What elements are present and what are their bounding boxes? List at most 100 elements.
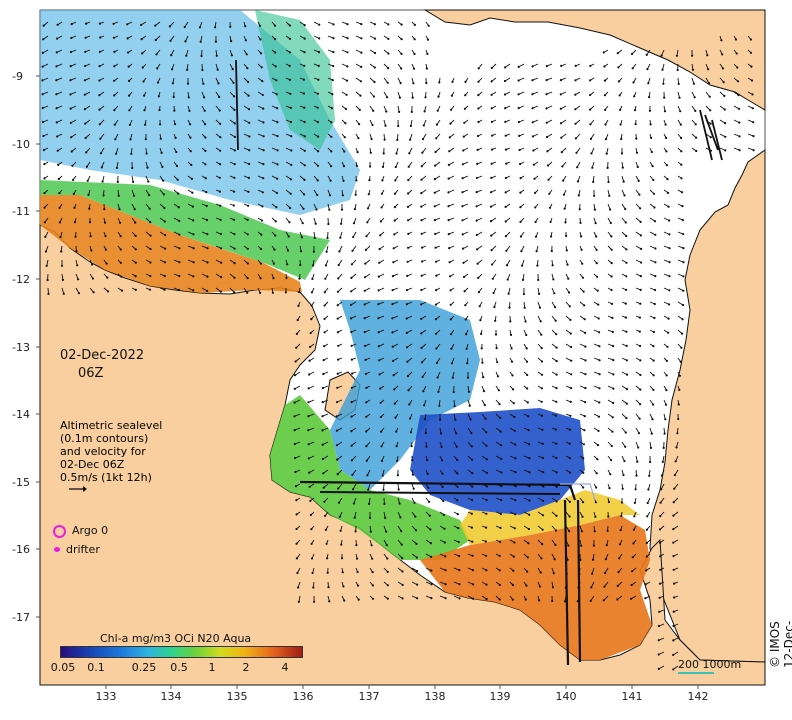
velocity-arrow-head bbox=[555, 529, 557, 531]
velocity-arrow-head bbox=[232, 68, 234, 70]
velocity-arrow-head bbox=[248, 95, 250, 97]
velocity-arrow-head bbox=[514, 499, 516, 501]
velocity-arrow-head bbox=[396, 460, 398, 462]
velocity-arrow-head bbox=[548, 179, 550, 181]
velocity-arrow-head bbox=[536, 265, 538, 267]
velocity-arrow-head bbox=[324, 291, 326, 293]
velocity-arrow-head bbox=[532, 135, 534, 137]
velocity-arrow-head bbox=[619, 109, 621, 111]
velocity-arrow-head bbox=[555, 320, 557, 322]
velocity-arrow-head bbox=[425, 446, 427, 448]
velocity-arrow-head bbox=[308, 373, 310, 375]
velocity-arrow-head bbox=[400, 67, 402, 69]
velocity-arrow-head bbox=[149, 289, 151, 291]
velocity-arrow-head bbox=[323, 345, 325, 347]
velocity-arrow-head bbox=[449, 275, 451, 277]
velocity-arrow-head bbox=[407, 247, 409, 249]
velocity-arrow-head bbox=[589, 109, 591, 111]
velocity-arrow-head bbox=[70, 136, 72, 138]
velocity-arrow-head bbox=[117, 181, 119, 183]
velocity-arrow-head bbox=[596, 262, 598, 264]
velocity-arrow-head bbox=[640, 221, 642, 223]
velocity-arrow-head bbox=[429, 528, 431, 530]
velocity-arrow-head bbox=[317, 121, 319, 123]
velocity-arrow-head bbox=[310, 332, 312, 334]
velocity-arrow-head bbox=[603, 51, 605, 53]
velocity-arrow-head bbox=[380, 220, 382, 222]
velocity-arrow-head bbox=[540, 334, 542, 336]
velocity-arrow-head bbox=[491, 94, 493, 96]
velocity-arrow-head bbox=[486, 499, 488, 501]
velocity-arrow-head bbox=[380, 402, 382, 404]
velocity-arrow-head bbox=[456, 459, 458, 461]
velocity-arrow-head bbox=[174, 123, 176, 125]
velocity-arrow-head bbox=[476, 205, 478, 207]
velocity-arrow-head bbox=[491, 249, 493, 251]
velocity-arrow-head bbox=[71, 23, 73, 25]
velocity-arrow-head bbox=[420, 332, 422, 334]
velocity-arrow-head bbox=[342, 571, 344, 573]
velocity-arrow-head bbox=[296, 543, 298, 545]
velocity-arrow-head bbox=[569, 305, 571, 307]
velocity-arrow-head bbox=[392, 261, 394, 263]
velocity-arrow-head bbox=[471, 541, 473, 543]
velocity-arrow-head bbox=[247, 191, 249, 193]
velocity-arrow-head bbox=[380, 431, 382, 433]
velocity-arrow-head bbox=[337, 318, 339, 320]
velocity-arrow-head bbox=[520, 177, 522, 179]
velocity-arrow-head bbox=[691, 55, 693, 57]
velocity-arrow-head bbox=[611, 262, 613, 264]
velocity-arrow-head bbox=[367, 207, 369, 209]
velocity-arrow-head bbox=[90, 235, 92, 237]
velocity-arrow-head bbox=[509, 320, 511, 322]
velocity-arrow-head bbox=[578, 194, 580, 196]
velocity-arrow-head bbox=[43, 192, 45, 194]
velocity-arrow-head bbox=[624, 446, 626, 448]
velocity-arrow-head bbox=[533, 178, 535, 180]
velocity-arrow-head bbox=[665, 389, 667, 391]
velocity-arrow-head bbox=[435, 151, 437, 153]
lat-label: -12 bbox=[12, 273, 30, 286]
velocity-arrow-head bbox=[322, 444, 324, 446]
velocity-arrow-head bbox=[682, 290, 684, 292]
velocity-arrow-head bbox=[421, 152, 423, 154]
velocity-arrow-head bbox=[370, 531, 372, 533]
velocity-arrow-head bbox=[220, 262, 222, 264]
velocity-arrow-head bbox=[435, 304, 437, 306]
velocity-arrow-head bbox=[261, 66, 263, 68]
velocity-arrow-head bbox=[286, 263, 288, 265]
velocity-arrow-head bbox=[245, 39, 247, 41]
velocity-arrow-head bbox=[621, 152, 623, 154]
velocity-arrow-head bbox=[476, 234, 478, 236]
velocity-arrow-head bbox=[523, 293, 525, 295]
velocity-arrow-head bbox=[387, 23, 389, 25]
velocity-arrow-head bbox=[556, 471, 558, 473]
velocity-arrow-head bbox=[351, 359, 353, 361]
velocity-arrow-head bbox=[220, 233, 222, 235]
velocity-arrow-head bbox=[400, 530, 402, 532]
velocity-arrow-head bbox=[336, 430, 338, 432]
velocity-arrow-head bbox=[343, 165, 345, 167]
velocity-arrow-head bbox=[570, 401, 572, 403]
velocity-arrow-head bbox=[360, 52, 362, 54]
velocity-arrow-head bbox=[647, 488, 649, 490]
velocity-arrow-head bbox=[378, 276, 380, 278]
velocity-arrow-head bbox=[164, 275, 166, 277]
velocity-arrow-head bbox=[358, 599, 360, 601]
velocity-arrow-head bbox=[658, 668, 660, 670]
velocity-arrow-head bbox=[611, 445, 613, 447]
velocity-arrow-head bbox=[260, 52, 262, 54]
velocity-arrow-head bbox=[532, 121, 534, 123]
velocity-arrow-head bbox=[525, 599, 527, 601]
velocity-arrow-head bbox=[309, 346, 311, 348]
velocity-arrow-head bbox=[662, 83, 664, 85]
velocity-arrow-head bbox=[665, 404, 667, 406]
velocity-arrow-head bbox=[499, 527, 501, 529]
velocity-arrow-head bbox=[397, 474, 399, 476]
velocity-arrow-head bbox=[682, 233, 684, 235]
velocity-arrow-head bbox=[378, 359, 380, 361]
velocity-arrow-head bbox=[610, 235, 612, 237]
velocity-arrow-head bbox=[192, 219, 194, 221]
velocity-arrow-head bbox=[612, 359, 614, 361]
velocity-arrow-head bbox=[506, 264, 508, 266]
